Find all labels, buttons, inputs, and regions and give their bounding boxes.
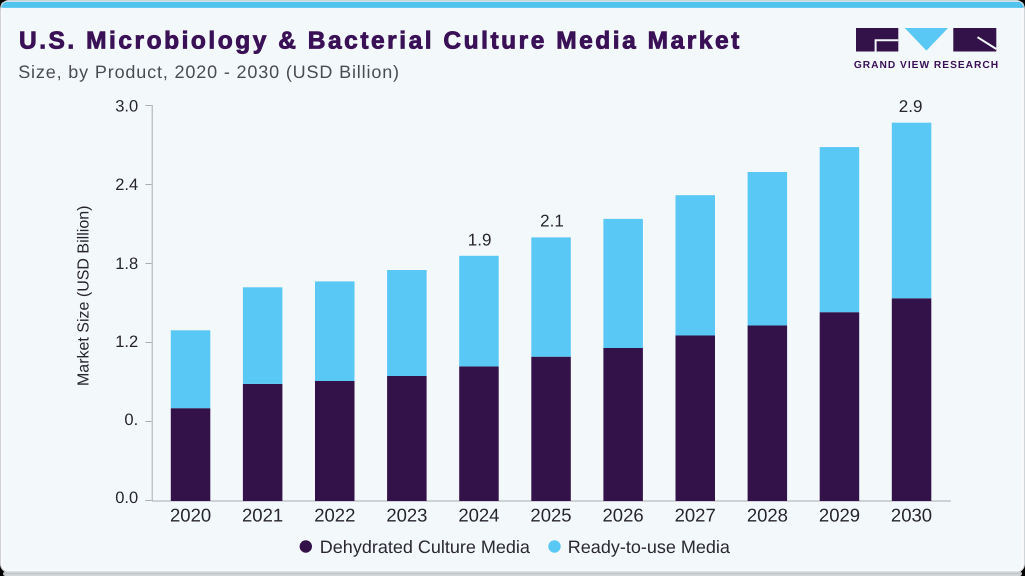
svg-text:2023: 2023 (386, 505, 427, 526)
svg-text:U.S. Microbiology & Bacterial: U.S. Microbiology & Bacterial Culture Me… (19, 27, 742, 54)
svg-text:1.9: 1.9 (468, 230, 492, 249)
svg-text:2021: 2021 (242, 505, 283, 526)
svg-text:2027: 2027 (675, 505, 716, 526)
svg-text:2026: 2026 (603, 505, 644, 526)
svg-text:2030: 2030 (891, 505, 932, 526)
svg-text:2020: 2020 (170, 505, 211, 526)
svg-text:2.4: 2.4 (115, 176, 138, 194)
svg-text:Size, by Product, 2020 - 2030: Size, by Product, 2020 - 2030 (USD Billi… (18, 62, 400, 82)
svg-text:3.0: 3.0 (115, 97, 138, 115)
svg-text:2.9: 2.9 (899, 97, 923, 116)
svg-text:2025: 2025 (530, 505, 571, 526)
svg-text:2.1: 2.1 (540, 211, 564, 230)
svg-text:Ready-to-use Media: Ready-to-use Media (568, 537, 731, 557)
svg-text:2028: 2028 (747, 505, 788, 526)
svg-text:2029: 2029 (819, 505, 860, 526)
svg-text:0.: 0. (124, 411, 138, 429)
svg-text:1.8: 1.8 (115, 255, 138, 273)
svg-text:1.2: 1.2 (115, 333, 138, 351)
svg-text:Market Size (USD Billion): Market Size (USD Billion) (76, 206, 93, 386)
svg-text:2022: 2022 (314, 505, 355, 526)
svg-text:0.0: 0.0 (115, 489, 138, 507)
svg-text:GRAND VIEW RESEARCH: GRAND VIEW RESEARCH (854, 60, 999, 71)
svg-text:2024: 2024 (458, 505, 499, 526)
svg-text:Dehydrated Culture Media: Dehydrated Culture Media (320, 537, 531, 557)
